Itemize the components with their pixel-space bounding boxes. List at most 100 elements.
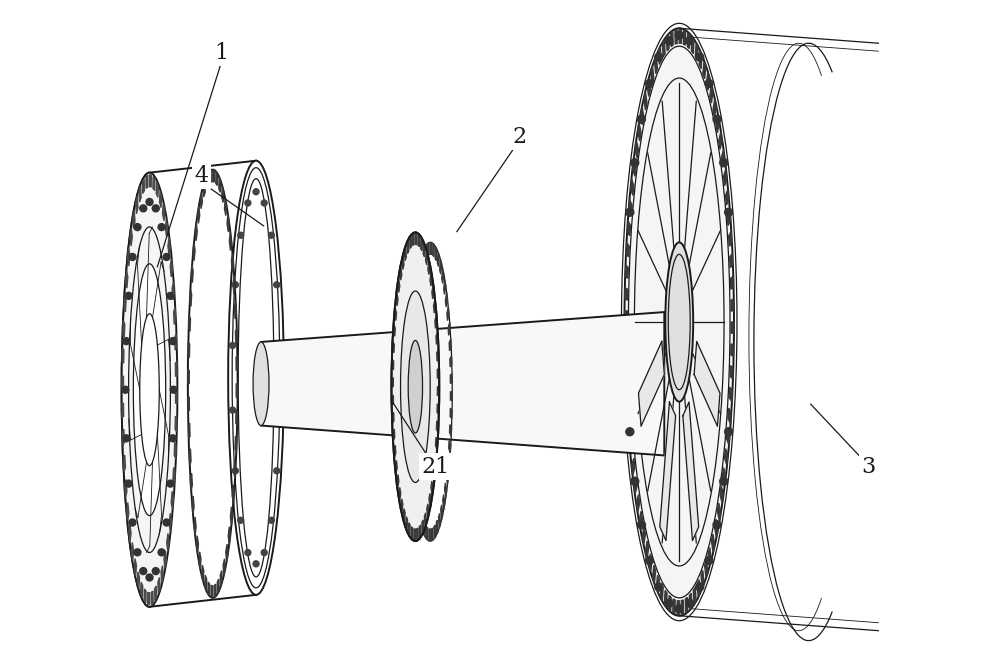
Polygon shape [136, 197, 138, 214]
Polygon shape [440, 260, 442, 274]
Polygon shape [689, 593, 692, 609]
Polygon shape [693, 587, 696, 604]
Polygon shape [419, 525, 421, 539]
Polygon shape [219, 177, 221, 192]
Polygon shape [726, 429, 730, 445]
Polygon shape [190, 289, 192, 306]
Circle shape [253, 189, 259, 195]
Polygon shape [141, 582, 143, 598]
Polygon shape [713, 99, 716, 117]
Ellipse shape [408, 341, 423, 433]
Polygon shape [418, 264, 420, 278]
Polygon shape [205, 575, 207, 591]
Polygon shape [726, 189, 729, 205]
Circle shape [655, 583, 663, 591]
Polygon shape [683, 402, 699, 541]
Polygon shape [625, 288, 628, 300]
Polygon shape [234, 302, 236, 319]
Circle shape [230, 343, 236, 349]
Polygon shape [409, 347, 411, 359]
Circle shape [158, 549, 165, 556]
Polygon shape [697, 580, 700, 596]
Polygon shape [443, 495, 445, 509]
Circle shape [686, 599, 694, 607]
Circle shape [720, 478, 728, 485]
Polygon shape [449, 339, 451, 351]
Polygon shape [164, 551, 166, 569]
Polygon shape [449, 441, 451, 453]
Polygon shape [666, 35, 669, 51]
Polygon shape [450, 408, 452, 419]
Polygon shape [450, 424, 452, 436]
Polygon shape [174, 442, 176, 459]
Polygon shape [691, 38, 694, 54]
Polygon shape [729, 232, 732, 247]
Polygon shape [705, 559, 708, 578]
Circle shape [637, 116, 645, 123]
Polygon shape [415, 232, 417, 245]
Polygon shape [409, 433, 411, 445]
Polygon shape [416, 274, 418, 289]
Polygon shape [419, 509, 421, 524]
Circle shape [253, 561, 259, 567]
Polygon shape [694, 341, 720, 426]
Polygon shape [625, 265, 628, 278]
Circle shape [167, 292, 174, 299]
Polygon shape [151, 591, 153, 604]
Polygon shape [679, 29, 681, 43]
Polygon shape [435, 247, 437, 260]
Circle shape [167, 480, 174, 487]
Polygon shape [194, 517, 196, 535]
Polygon shape [412, 233, 414, 245]
Polygon shape [170, 259, 172, 277]
Polygon shape [392, 359, 394, 369]
Polygon shape [437, 368, 439, 378]
Circle shape [665, 37, 673, 45]
Polygon shape [129, 524, 131, 542]
Polygon shape [687, 33, 690, 49]
Circle shape [163, 254, 170, 260]
Polygon shape [706, 73, 710, 90]
Ellipse shape [665, 242, 693, 402]
Polygon shape [675, 29, 677, 44]
Polygon shape [437, 350, 439, 361]
Text: 2: 2 [513, 126, 527, 148]
Polygon shape [223, 559, 225, 576]
Polygon shape [191, 265, 193, 283]
Circle shape [725, 428, 733, 435]
Polygon shape [444, 280, 446, 295]
Polygon shape [236, 410, 237, 426]
Polygon shape [124, 295, 126, 312]
Polygon shape [731, 299, 734, 311]
Polygon shape [627, 398, 630, 413]
Polygon shape [632, 458, 635, 475]
Polygon shape [722, 468, 726, 485]
Polygon shape [434, 299, 436, 313]
Polygon shape [230, 507, 232, 525]
Polygon shape [153, 177, 155, 191]
Ellipse shape [253, 342, 269, 426]
Circle shape [232, 468, 238, 474]
Polygon shape [671, 31, 673, 47]
Polygon shape [391, 378, 393, 387]
Polygon shape [630, 439, 633, 455]
Polygon shape [173, 467, 175, 485]
Polygon shape [426, 527, 428, 540]
Polygon shape [431, 481, 433, 496]
Polygon shape [411, 315, 413, 328]
Polygon shape [397, 278, 400, 292]
Polygon shape [432, 528, 433, 541]
Polygon shape [685, 597, 688, 613]
Circle shape [277, 407, 283, 413]
Circle shape [146, 574, 153, 581]
Polygon shape [410, 235, 411, 249]
Polygon shape [423, 249, 424, 263]
Polygon shape [426, 250, 428, 265]
Polygon shape [627, 221, 630, 236]
Circle shape [274, 282, 280, 288]
Polygon shape [669, 595, 671, 611]
Polygon shape [701, 570, 704, 588]
Polygon shape [190, 473, 192, 491]
Polygon shape [441, 505, 443, 520]
Polygon shape [408, 383, 410, 392]
